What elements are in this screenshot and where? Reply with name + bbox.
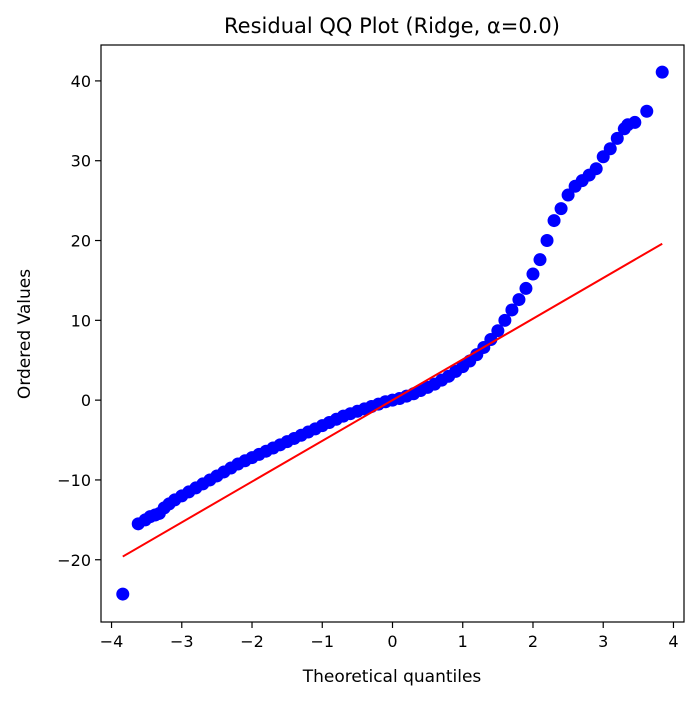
- data-point: [512, 293, 526, 307]
- x-tick-label: −3: [170, 632, 194, 651]
- data-point: [561, 188, 575, 202]
- plot-frame: [100, 44, 685, 623]
- data-point: [519, 281, 533, 295]
- y-tick-label: 10: [71, 311, 91, 330]
- y-tick-label: −20: [57, 551, 91, 570]
- x-axis-ticks: −4 −3 −2 −1 0 1 2 3 4: [100, 622, 679, 651]
- plot-area: [100, 44, 685, 623]
- data-point: [554, 202, 568, 216]
- data-point: [533, 253, 547, 267]
- data-point: [498, 313, 512, 327]
- x-tick-label: −1: [310, 632, 334, 651]
- x-tick-label: −4: [100, 632, 124, 651]
- data-point: [547, 214, 561, 228]
- y-tick-label: 0: [81, 391, 91, 410]
- x-tick-label: 0: [387, 632, 397, 651]
- data-point: [628, 115, 642, 129]
- data-point: [640, 104, 654, 118]
- y-tick-label: 30: [71, 152, 91, 171]
- data-point: [603, 142, 617, 156]
- data-point: [589, 162, 603, 176]
- data-point: [655, 65, 669, 79]
- y-axis-label: Ordered Values: [15, 269, 35, 399]
- x-axis-label: Theoretical quantiles: [302, 667, 482, 687]
- data-marks: [116, 65, 669, 601]
- data-point: [610, 131, 624, 145]
- data-point: [505, 303, 519, 317]
- data-point: [526, 267, 540, 281]
- y-axis-ticks: −20 −10 0 10 20 30 40: [57, 72, 101, 570]
- data-point: [484, 332, 498, 346]
- fit-line: [122, 242, 663, 558]
- x-tick-label: 2: [528, 632, 538, 651]
- x-tick-label: 3: [598, 632, 608, 651]
- y-tick-label: −10: [57, 471, 91, 490]
- y-tick-label: 20: [71, 232, 91, 251]
- x-tick-label: −2: [240, 632, 264, 651]
- x-tick-label: 1: [458, 632, 468, 651]
- data-point: [491, 324, 505, 338]
- y-tick-label: 40: [71, 72, 91, 91]
- data-point: [116, 587, 130, 601]
- x-tick-label: 4: [668, 632, 678, 651]
- data-point: [540, 234, 554, 248]
- chart-title: Residual QQ Plot (Ridge, α=0.0): [224, 14, 560, 38]
